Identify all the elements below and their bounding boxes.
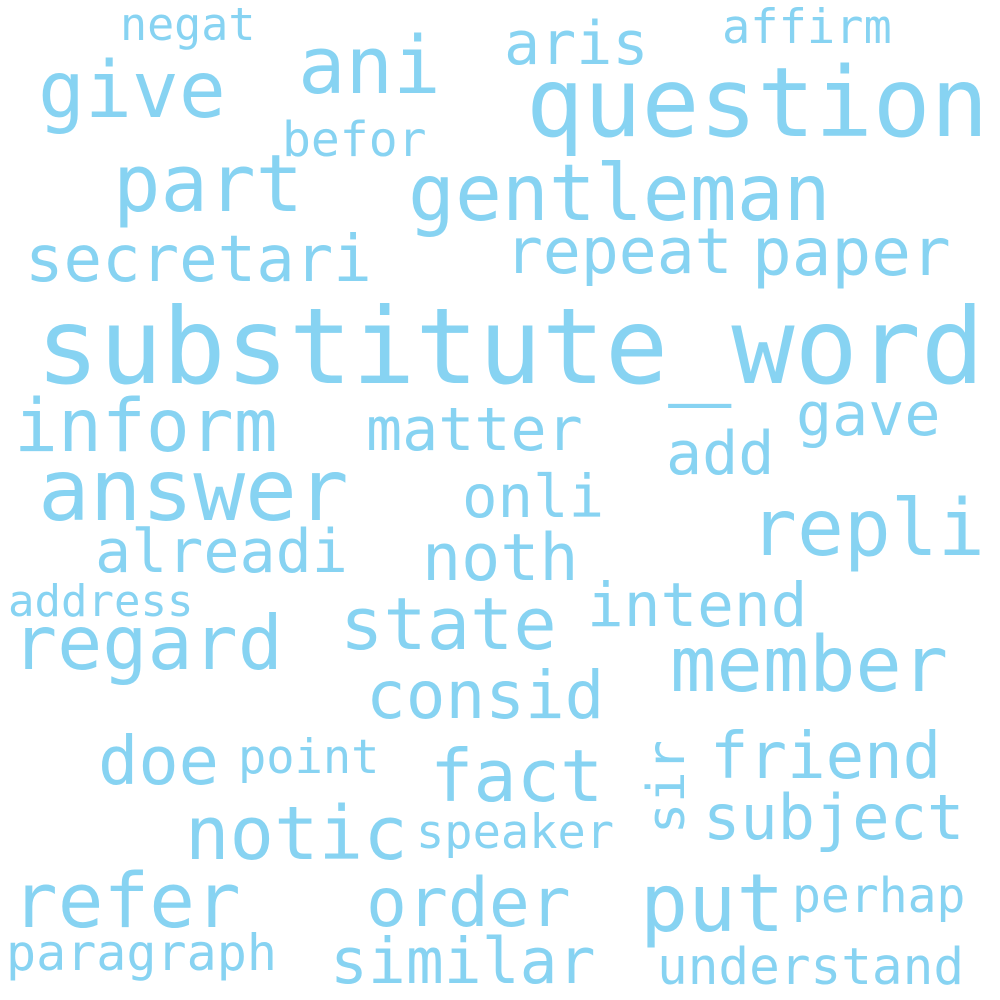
word-state: state — [340, 582, 557, 666]
word-secretari: secretari — [25, 223, 372, 297]
word-paper: paper — [752, 214, 951, 291]
word-refer: refer — [12, 856, 241, 945]
word-speaker: speaker — [416, 805, 615, 860]
word-member: member — [670, 621, 949, 710]
word-doe: doe — [98, 722, 220, 800]
word-add: add — [666, 419, 775, 489]
word-put: put — [640, 857, 785, 950]
word-inform: inform — [14, 384, 278, 469]
word-subject: subject — [703, 781, 965, 854]
word-repeat: repeat — [505, 215, 733, 288]
word-repli: repli — [750, 484, 985, 574]
word-notic: notic — [185, 791, 408, 877]
word-understand: understand — [657, 938, 965, 997]
word-onli: onli — [462, 462, 605, 531]
word-consid: consid — [366, 657, 605, 734]
word-point: point — [238, 730, 380, 785]
word-noth: noth — [422, 521, 579, 596]
word-intend: intend — [587, 570, 808, 641]
word-sir: sir — [637, 740, 697, 834]
word-aris: aris — [504, 9, 649, 79]
word-friend: friend — [710, 720, 942, 794]
word-substitute-word: substitute_word — [36, 286, 985, 408]
word-regard: regard — [12, 599, 283, 687]
word-answer: answer — [38, 441, 349, 541]
word-gentleman: gentleman — [408, 149, 831, 239]
word-ani: ani — [298, 20, 441, 112]
word-alreadi: alreadi — [95, 517, 348, 587]
word-question: question — [526, 47, 989, 159]
word-give: give — [38, 46, 226, 136]
word-befor: befor — [282, 112, 427, 168]
word-negat: negat — [120, 0, 256, 51]
word-affirm: affirm — [722, 0, 892, 55]
word-matter: matter — [366, 395, 583, 465]
word-perhap: perhap — [792, 868, 966, 924]
word-order: order — [366, 864, 571, 943]
word-paragraph: paragraph — [6, 924, 277, 982]
word-similar: similar — [330, 925, 596, 998]
word-part: part — [113, 138, 304, 230]
word-gave: gave — [796, 380, 941, 450]
word-fact: fact — [430, 734, 604, 818]
word-address: address — [8, 576, 194, 627]
